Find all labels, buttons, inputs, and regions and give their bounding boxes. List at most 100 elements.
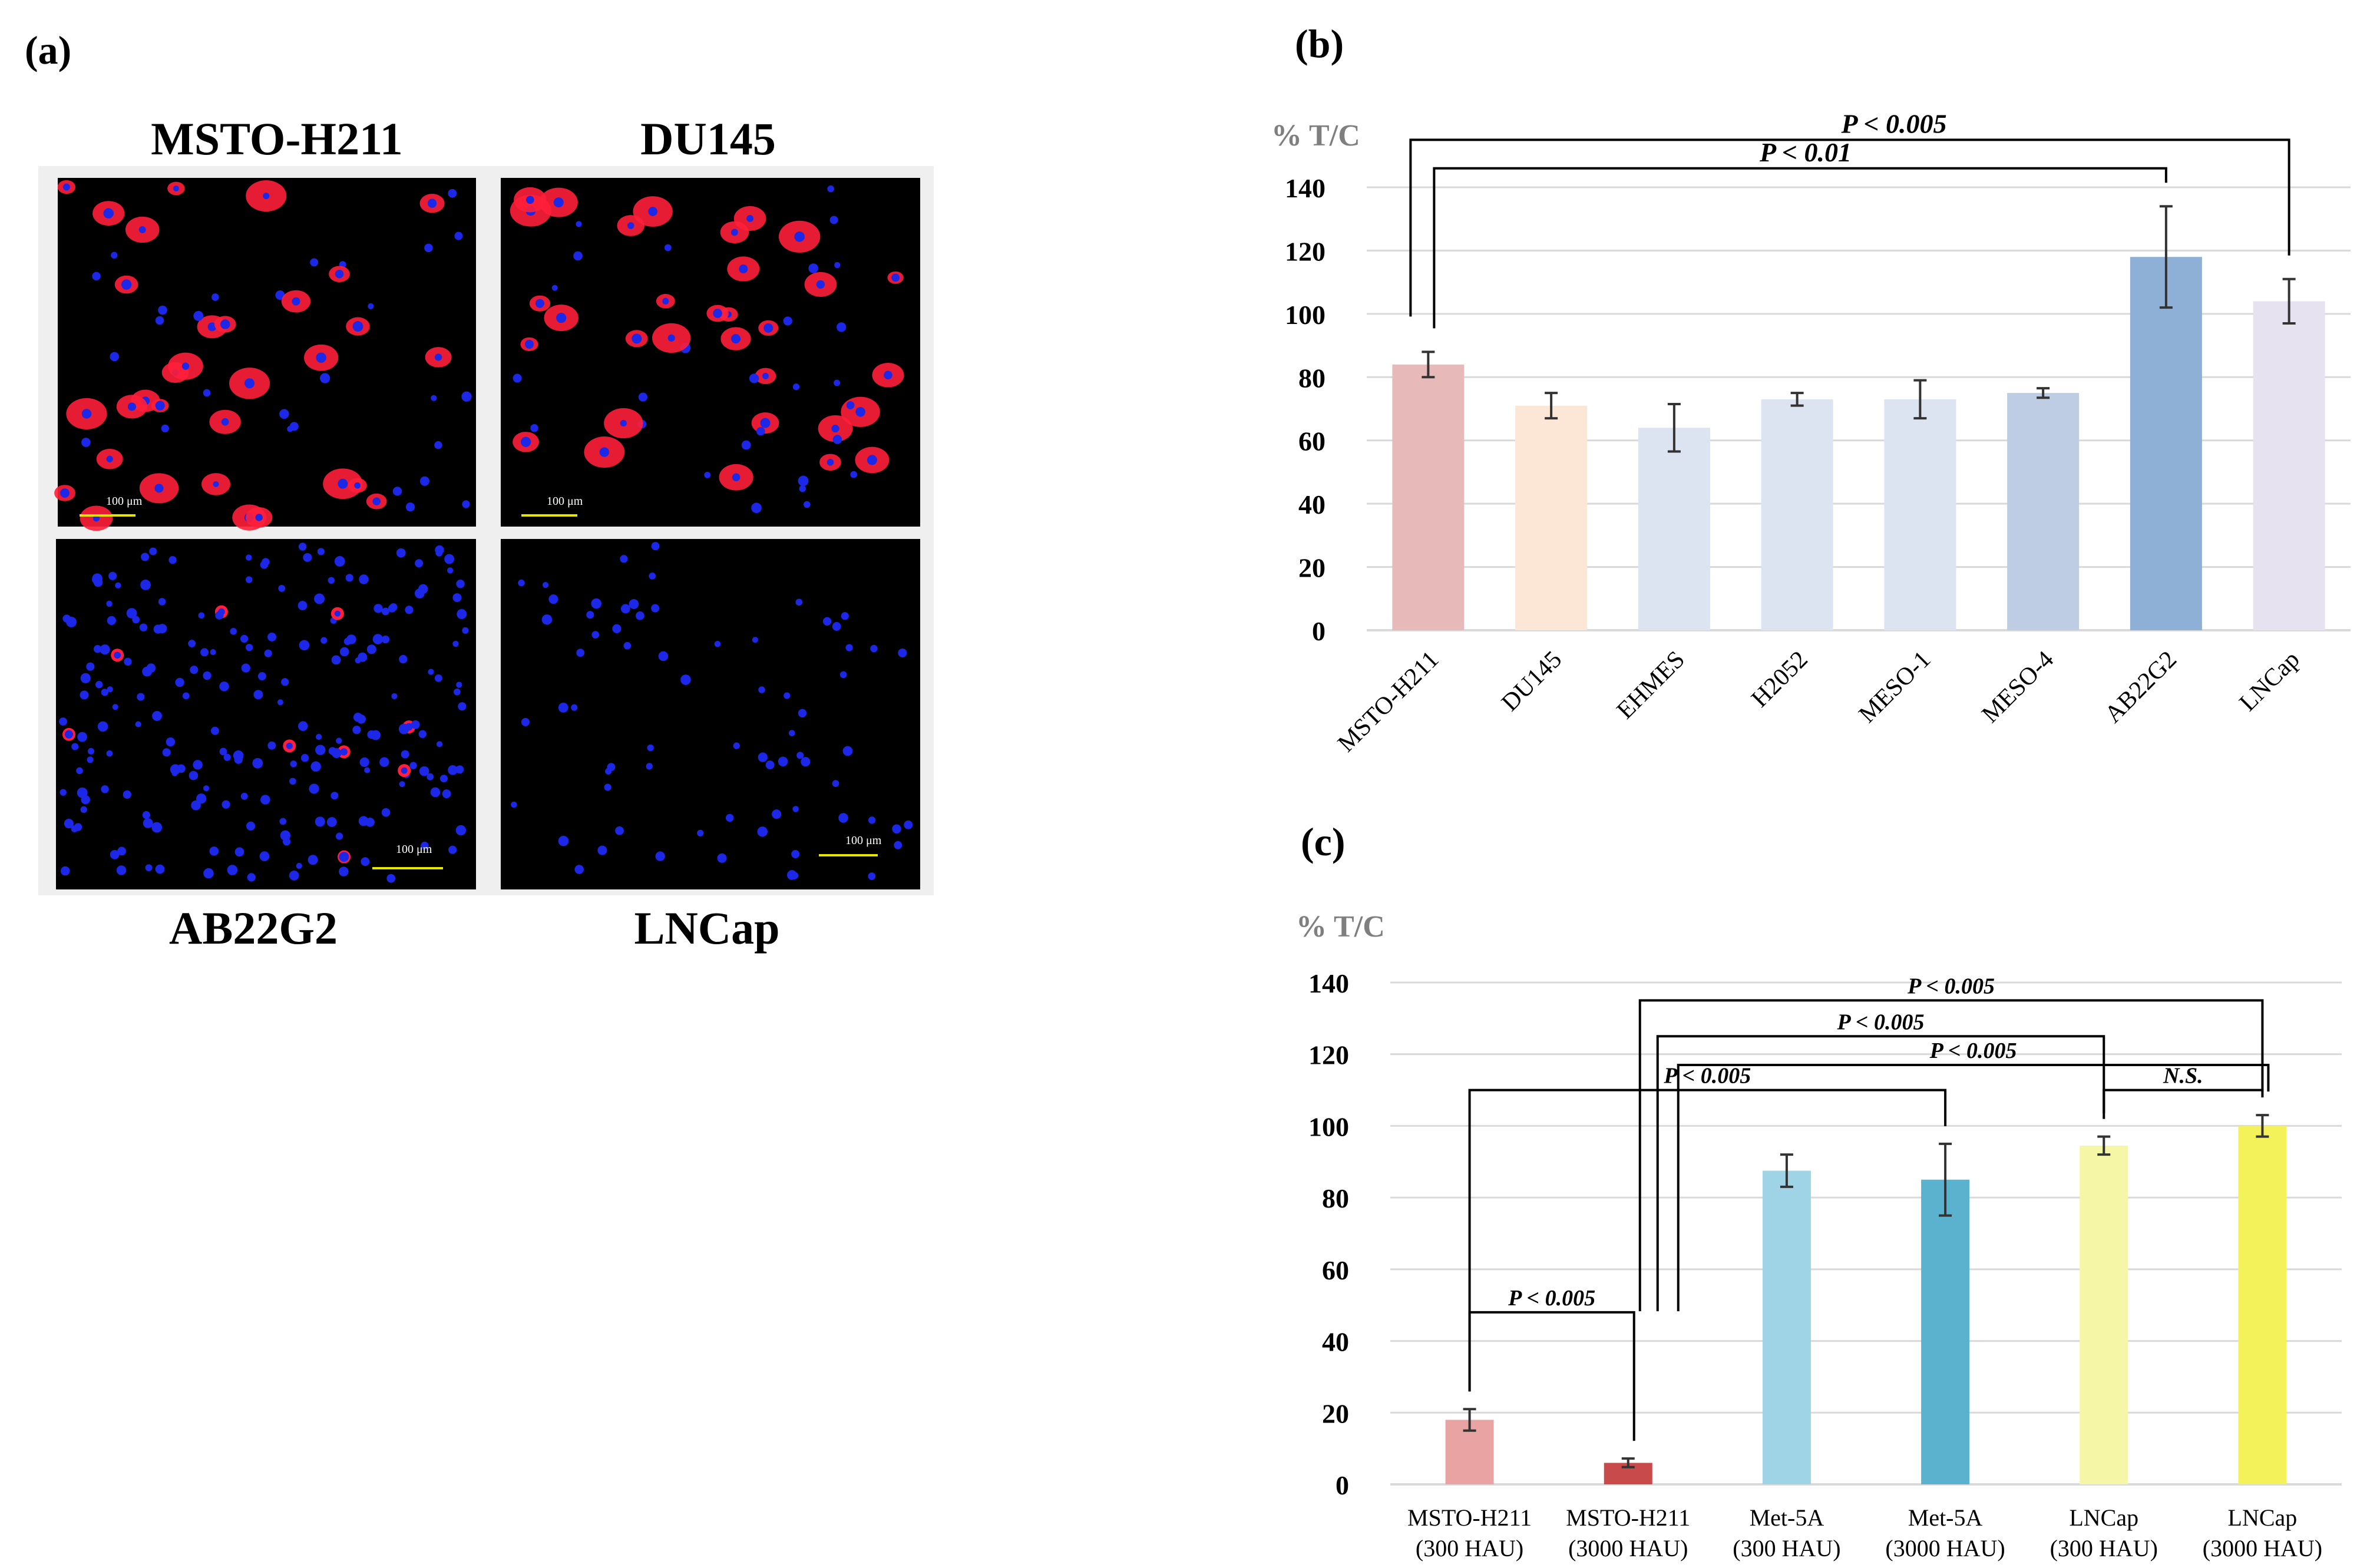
cell-nucleus <box>778 756 788 767</box>
cell-nucleus <box>108 571 117 580</box>
cell-nucleus <box>749 373 759 383</box>
cell-nucleus <box>253 690 263 700</box>
cell-nucleus <box>452 640 459 647</box>
cell-nucleus <box>605 768 612 775</box>
cell-nucleus <box>80 673 91 683</box>
cell-nucleus <box>181 362 190 370</box>
x-tick-label-sub: (3000 HAU) <box>1885 1535 2005 1562</box>
cell-nucleus <box>246 821 256 831</box>
cell-nucleus <box>752 637 758 643</box>
significance-bracket <box>1468 1311 1635 1441</box>
cell-nucleus <box>146 663 156 673</box>
micrograph-msto-h211 <box>54 178 476 531</box>
x-tick-label: LNCap <box>2234 646 2305 717</box>
cell-nucleus <box>310 258 319 267</box>
cell-nucleus <box>210 726 219 735</box>
cell-nucleus <box>796 752 804 759</box>
cell-nucleus <box>434 674 442 682</box>
cell-nucleus <box>434 353 442 361</box>
cell-nucleus <box>143 818 153 828</box>
cell-nucleus <box>648 207 657 216</box>
cell-nucleus <box>193 760 203 770</box>
cell-nucleus <box>372 497 381 505</box>
cell-nucleus <box>161 424 169 432</box>
cell-nucleus <box>647 744 654 752</box>
y-tick-label: 40 <box>1298 489 1325 520</box>
scale-bar-label-du145: 100 μm <box>547 495 583 508</box>
cell-nucleus <box>808 263 818 273</box>
cell-nucleus <box>401 767 408 774</box>
bar <box>1762 1170 1811 1484</box>
cell-nucleus <box>576 221 582 227</box>
cell-nucleus <box>289 422 299 431</box>
cell-nucleus <box>713 309 722 318</box>
cell-nucleus <box>106 600 113 607</box>
cell-nucleus <box>739 264 748 274</box>
micrograph-lncap <box>501 539 920 889</box>
cell-nucleus <box>203 868 214 879</box>
cell-nucleus <box>662 297 669 305</box>
cell-nucleus <box>419 766 429 776</box>
cell-nucleus <box>792 806 799 812</box>
cell-nucleus <box>140 579 151 590</box>
cell-nucleus <box>346 634 356 644</box>
panel-c-label: (c) <box>1301 819 1345 864</box>
cell-nucleus <box>92 573 103 584</box>
cell-nucleus <box>252 757 263 769</box>
cell-nucleus <box>795 598 803 606</box>
cell-nucleus <box>64 819 74 829</box>
cell-nucleus <box>60 866 70 876</box>
cell-nucleus <box>892 824 901 834</box>
bar <box>2130 257 2202 631</box>
cell-nucleus <box>152 711 162 721</box>
micrograph-background <box>501 539 920 889</box>
panel-a-microscopy: MSTO-H211 DU145 AB22G2 LNCap 100 μm 100 … <box>38 113 934 954</box>
cell-nucleus <box>424 243 433 253</box>
cell-nucleus <box>556 313 567 323</box>
cell-nucleus <box>405 502 415 512</box>
cell-nucleus <box>303 553 312 562</box>
cell-nucleus <box>816 280 825 289</box>
cell-nucleus <box>286 742 293 749</box>
cell-nucleus <box>60 488 70 498</box>
cell-nucleus <box>763 323 774 333</box>
cell-nucleus <box>246 554 252 561</box>
cell-nucleus <box>381 808 391 817</box>
cell-nucleus <box>411 720 420 729</box>
y-tick-label: 20 <box>1298 553 1325 583</box>
cell-nucleus <box>520 436 531 447</box>
cell-nucleus <box>783 316 792 326</box>
cell-nucleus <box>210 649 216 656</box>
significance-label: P < 0.005 <box>1929 1038 2017 1063</box>
cell-nucleus <box>765 760 775 770</box>
cell-nucleus <box>182 692 190 700</box>
cell-nucleus <box>71 743 79 750</box>
cell-nucleus <box>263 193 270 200</box>
significance-bracket <box>1638 999 2264 1312</box>
cell-nucleus <box>60 789 67 796</box>
cell-nucleus <box>93 645 102 653</box>
cell-nucleus <box>193 310 204 321</box>
image-title-du145: DU145 <box>640 113 776 164</box>
cell-nucleus <box>289 871 299 881</box>
panel-a-label: (a) <box>25 28 71 72</box>
cell-nucleus <box>829 216 838 224</box>
y-axis-label: % T/C <box>1296 910 1385 944</box>
cell-nucleus <box>834 262 841 269</box>
cell-nucleus <box>623 641 632 650</box>
cell-nucleus <box>339 852 349 862</box>
cell-nucleus <box>868 872 876 880</box>
cell-nucleus <box>277 699 283 706</box>
y-tick-label: 80 <box>1322 1183 1349 1213</box>
x-tick-label: MESO-1 <box>1854 646 1936 729</box>
cell-nucleus <box>405 606 414 614</box>
cell-nucleus <box>558 702 568 713</box>
cell-nucleus <box>646 763 653 770</box>
cell-nucleus <box>315 816 325 827</box>
cell-nucleus <box>792 383 800 391</box>
cell-nucleus <box>281 678 289 686</box>
cell-nucleus <box>233 750 244 761</box>
cell-nucleus <box>138 226 146 233</box>
cell-nucleus <box>732 473 741 481</box>
cell-nucleus <box>106 455 113 462</box>
